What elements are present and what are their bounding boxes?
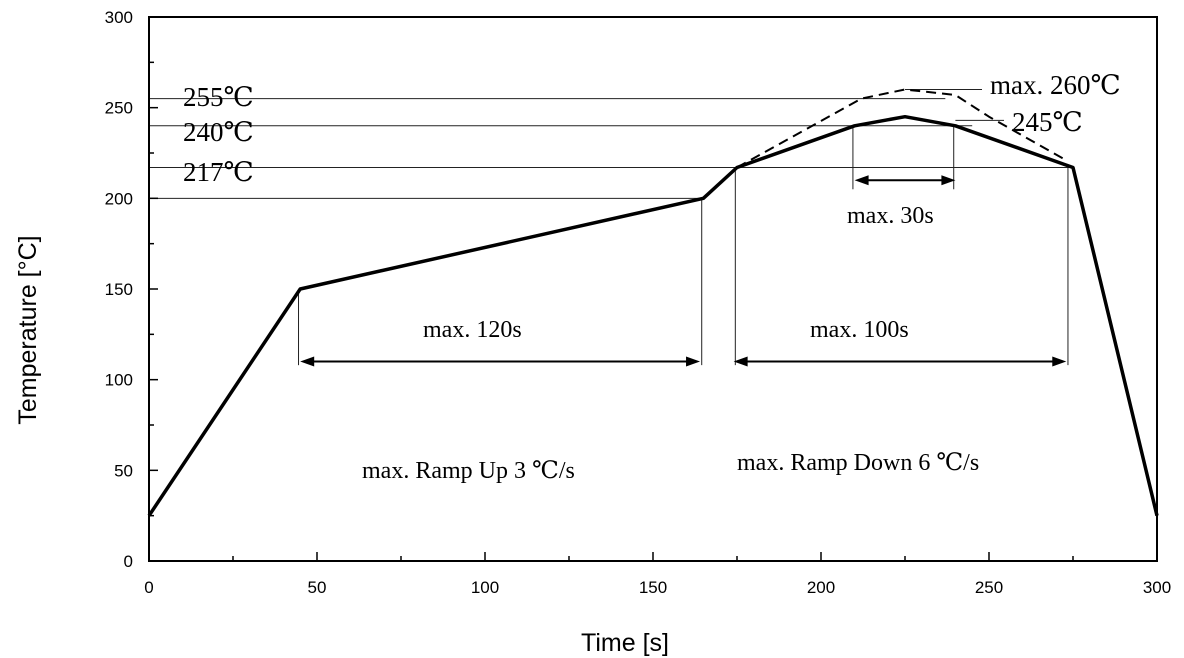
label-ramp-up: max. Ramp Up 3 ℃/s bbox=[362, 458, 575, 484]
x-tick-label: 150 bbox=[639, 578, 667, 597]
arrow-100s-head-right bbox=[1052, 356, 1067, 367]
arrow-120s-head-left bbox=[300, 356, 315, 367]
arrow-100s-head-left bbox=[733, 356, 748, 367]
label-max-30s: max. 30s bbox=[847, 203, 934, 229]
x-tick-label: 100 bbox=[471, 578, 499, 597]
label-217c: 217℃ bbox=[183, 157, 254, 187]
label-240c: 240℃ bbox=[183, 117, 254, 147]
x-axis-title: Time [s] bbox=[581, 629, 669, 657]
y-axis-title: Temperature [°C] bbox=[14, 235, 42, 424]
label-max-260c: max. 260℃ bbox=[990, 70, 1121, 100]
reference-lines bbox=[149, 89, 1073, 367]
max-profile-line bbox=[736, 88, 1064, 169]
label-max-120s: max. 120s bbox=[423, 317, 522, 343]
x-tick-label: 50 bbox=[308, 578, 327, 597]
y-tick-label: 250 bbox=[105, 99, 133, 118]
series-group bbox=[147, 88, 1159, 517]
arrow-30s-head-right bbox=[941, 175, 956, 186]
x-tick-label: 250 bbox=[975, 578, 1003, 597]
y-tick-label: 100 bbox=[105, 371, 133, 390]
x-tick-label: 0 bbox=[144, 578, 153, 597]
y-tick-label: 0 bbox=[124, 552, 133, 571]
label-255c: 255℃ bbox=[183, 82, 254, 112]
ticks-group: 0 50 100 150 200 250 300 0 50 100 150 200 250 300 bbox=[105, 8, 1172, 597]
y-tick-label: 200 bbox=[105, 189, 133, 208]
arrow-30s-head-left bbox=[854, 175, 869, 186]
y-tick-label: 50 bbox=[114, 461, 133, 480]
label-245c: 245℃ bbox=[1012, 107, 1083, 137]
x-tick-label: 300 bbox=[1143, 578, 1171, 597]
y-tick-label: 300 bbox=[105, 8, 133, 27]
x-tick-label: 200 bbox=[807, 578, 835, 597]
reflow-profile-line bbox=[147, 114, 1159, 517]
arrow-120s-head-right bbox=[686, 356, 701, 367]
label-ramp-down: max. Ramp Down 6 ℃/s bbox=[737, 450, 979, 476]
y-tick-label: 150 bbox=[105, 280, 133, 299]
label-max-100s: max. 100s bbox=[810, 317, 909, 343]
